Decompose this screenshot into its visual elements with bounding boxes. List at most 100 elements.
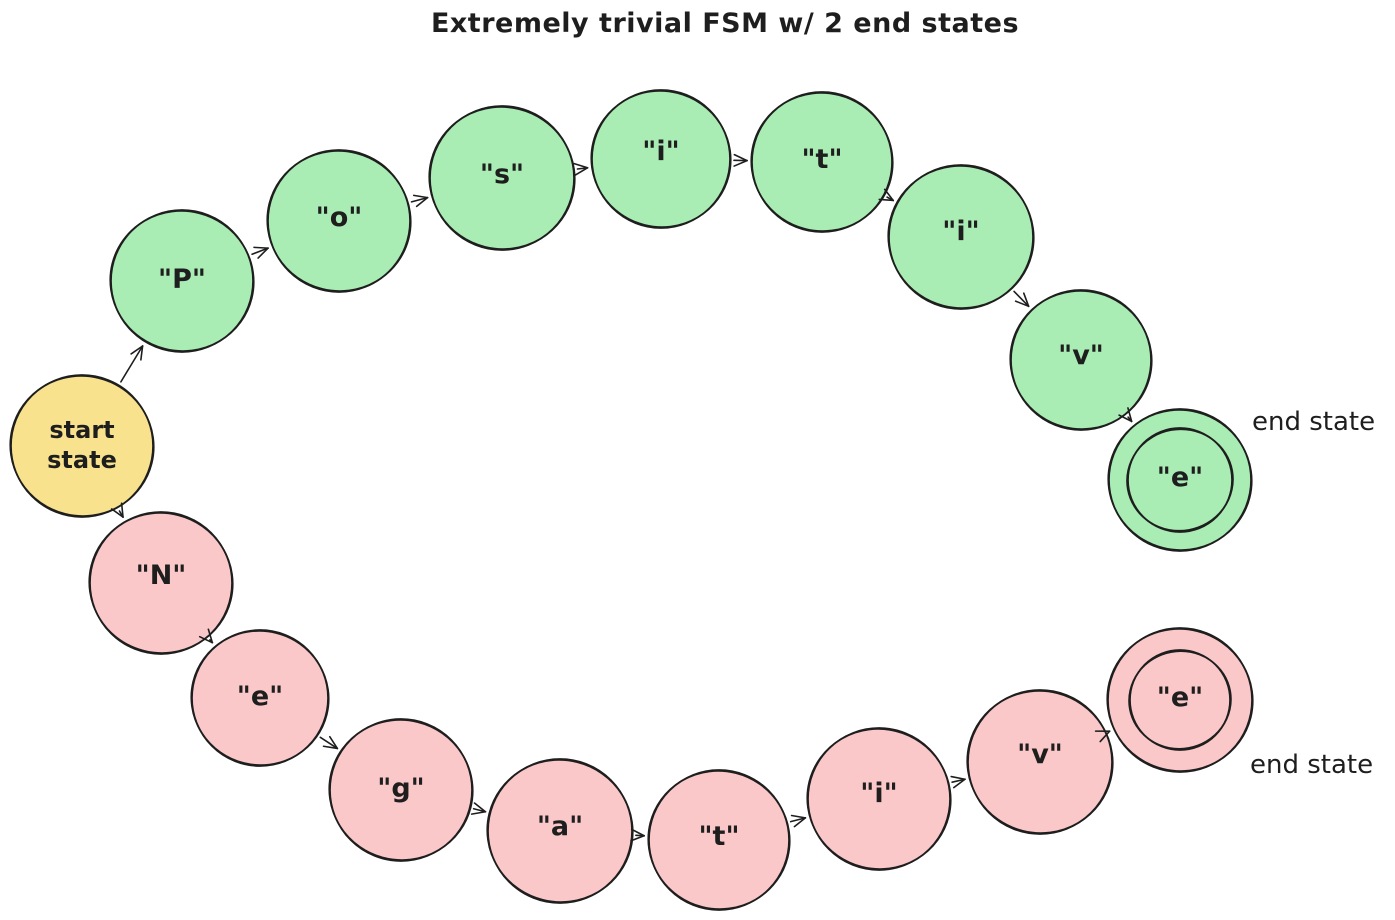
state-label-neg-v: "v"	[1017, 739, 1063, 770]
arrow-stroke	[110, 508, 124, 518]
state-circle	[966, 690, 1114, 834]
arrow-stroke	[251, 247, 269, 256]
transition-arrow-pos-i1-to-pos-t	[733, 153, 748, 167]
state-node-pos-s: "s"	[428, 105, 576, 251]
state-circle	[88, 512, 234, 654]
state-label-start: start state	[47, 416, 117, 474]
arrow-stroke	[1127, 407, 1133, 423]
arrow-stroke	[470, 810, 487, 815]
state-node-neg-v: "v"	[966, 689, 1114, 835]
diagram-title: Extremely trivial FSM w/ 2 end states	[430, 8, 1020, 39]
state-node-neg-N: "N"	[88, 511, 234, 655]
state-circle	[1129, 649, 1231, 751]
transition-arrow-neg-t-to-neg-i	[789, 814, 807, 828]
arrow-stroke	[878, 198, 895, 202]
transition-arrow-pos-i2-to-pos-v	[1013, 290, 1030, 308]
state-circle	[328, 719, 474, 861]
arrow-stroke	[790, 814, 807, 819]
state-circle	[590, 90, 732, 228]
state-node-pos-t: "t"	[750, 91, 894, 233]
arrow-stroke	[415, 196, 429, 208]
state-node-neg-t: "t"	[647, 769, 791, 911]
arrow-stroke	[120, 345, 144, 383]
arrow-stroke	[198, 635, 214, 644]
transition-arrow-neg-i-to-neg-v	[950, 775, 966, 789]
arrow-stroke	[1118, 414, 1133, 423]
state-label-pos-o: "o"	[316, 202, 363, 233]
state-circle	[266, 150, 412, 292]
transition-arrow-pos-v-to-pos-e	[1118, 407, 1133, 423]
state-circle	[1126, 428, 1234, 532]
state-circle	[750, 92, 894, 232]
state-circle	[486, 759, 634, 903]
state-label-neg-i: "i"	[860, 778, 897, 809]
state-circle	[1128, 650, 1232, 750]
state-label-neg-e2: "e"	[1157, 682, 1203, 713]
state-label-neg-N: "N"	[136, 560, 187, 591]
arrow-stroke	[328, 735, 339, 750]
state-label-pos-P: "P"	[158, 264, 206, 295]
state-circle	[1107, 409, 1253, 551]
state-node-neg-i: "i"	[806, 727, 952, 871]
arrow-stroke	[883, 188, 895, 202]
state-label-pos-s: "s"	[480, 159, 524, 190]
state-node-pos-i1: "i"	[590, 89, 732, 229]
arrow-stroke	[412, 194, 429, 199]
transition-arrow-start-to-pos-P	[120, 345, 144, 383]
state-node-pos-v: "v"	[1009, 289, 1153, 431]
state-node-neg-a: "a"	[486, 758, 634, 904]
state-node-pos-P: "P"	[109, 209, 255, 353]
transition-arrow-start-to-neg-N	[110, 502, 124, 518]
transition-arrow-pos-s-to-pos-i1	[573, 162, 589, 176]
state-circle	[1127, 427, 1233, 533]
arrow-stroke	[573, 162, 589, 169]
state-circle	[1106, 628, 1254, 772]
state-circle	[1009, 290, 1153, 430]
arrow-stroke	[140, 345, 144, 361]
end-state-label-negative: end state	[1250, 750, 1373, 780]
arrow-stroke	[793, 817, 807, 828]
state-node-pos-i2: "i"	[887, 164, 1035, 310]
transition-arrow-pos-P-to-pos-o	[251, 246, 269, 259]
arrow-stroke	[789, 817, 807, 823]
transition-arrow-neg-a-to-neg-t	[630, 828, 645, 842]
state-circle	[109, 210, 255, 352]
state-node-neg-g: "g"	[328, 718, 474, 862]
state-circle	[806, 728, 952, 870]
transition-arrow-pos-t-to-pos-i2	[878, 188, 895, 202]
arrow-stroke	[130, 345, 144, 355]
state-node-neg-e1: "e"	[190, 629, 330, 767]
state-circle	[9, 375, 155, 517]
arrow-stroke	[952, 778, 966, 789]
state-circle	[887, 165, 1035, 309]
transition-arrow-neg-g-to-neg-a	[470, 802, 487, 815]
state-circle	[428, 106, 576, 250]
state-node-start: start state	[9, 374, 155, 518]
arrow-stroke	[1013, 290, 1030, 308]
arrow-stroke	[120, 502, 124, 518]
state-label-pos-v: "v"	[1058, 340, 1104, 371]
arrow-stroke	[1014, 300, 1030, 308]
arrow-stroke	[630, 834, 645, 842]
arrow-stroke	[472, 807, 487, 813]
state-label-pos-e: "e"	[1157, 462, 1203, 493]
arrow-stroke	[1099, 730, 1111, 743]
arrow-stroke	[574, 166, 589, 176]
state-label-neg-g: "g"	[377, 773, 424, 804]
arrow-stroke	[410, 196, 429, 203]
state-label-neg-a: "a"	[537, 811, 583, 842]
arrow-stroke	[322, 745, 339, 750]
transition-arrow-neg-e1-to-neg-g	[319, 735, 339, 750]
arrow-stroke	[950, 775, 966, 781]
transition-arrow-neg-N-to-neg-e1	[198, 628, 214, 644]
state-label-pos-i2: "i"	[942, 216, 979, 247]
state-label-pos-t: "t"	[801, 144, 842, 175]
arrow-stroke	[257, 247, 269, 259]
arrow-stroke	[319, 736, 339, 750]
transition-arrow-neg-v-to-neg-e2	[1094, 730, 1111, 743]
arrow-stroke	[630, 828, 645, 837]
arrow-stroke	[253, 246, 269, 249]
state-node-pos-e: "e"	[1107, 408, 1253, 552]
arrow-stroke	[733, 159, 748, 167]
